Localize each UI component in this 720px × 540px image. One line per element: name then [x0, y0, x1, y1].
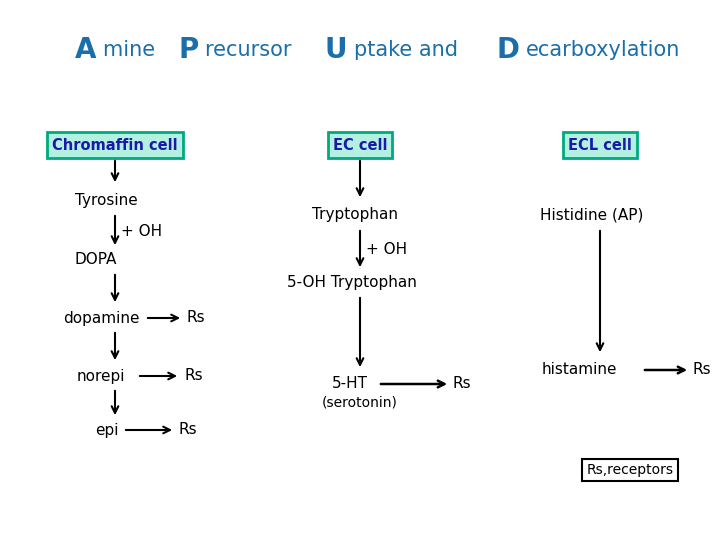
Text: Rs: Rs	[178, 422, 197, 437]
Text: ecarboxylation: ecarboxylation	[526, 40, 680, 60]
Text: Rs: Rs	[693, 362, 711, 377]
Text: Rs: Rs	[184, 368, 202, 383]
Text: A: A	[75, 36, 96, 64]
Text: Tyrosine: Tyrosine	[75, 192, 138, 207]
Text: Histidine (AP): Histidine (AP)	[540, 207, 644, 222]
Text: histamine: histamine	[542, 362, 618, 377]
Text: Chromaffin cell: Chromaffin cell	[52, 138, 178, 152]
Text: Rs,receptors: Rs,receptors	[587, 463, 673, 477]
Text: norepi: norepi	[77, 368, 125, 383]
Text: 5-HT: 5-HT	[332, 376, 368, 392]
Text: + OH: + OH	[366, 241, 407, 256]
Text: ptake and: ptake and	[354, 40, 464, 60]
Text: epi: epi	[95, 422, 119, 437]
Text: EC cell: EC cell	[333, 138, 387, 152]
Text: + OH: + OH	[121, 224, 162, 239]
Text: D: D	[497, 36, 520, 64]
Text: recursor: recursor	[204, 40, 298, 60]
Text: 5-OH Tryptophan: 5-OH Tryptophan	[287, 275, 417, 291]
Text: mine: mine	[103, 40, 161, 60]
Text: Rs: Rs	[453, 376, 472, 392]
Text: U: U	[325, 36, 347, 64]
Text: Tryptophan: Tryptophan	[312, 207, 398, 222]
Text: P: P	[179, 36, 199, 64]
Text: (serotonin): (serotonin)	[322, 396, 398, 410]
Text: Rs: Rs	[187, 310, 206, 326]
Text: DOPA: DOPA	[75, 253, 117, 267]
Text: dopamine: dopamine	[63, 310, 140, 326]
Text: ECL cell: ECL cell	[568, 138, 632, 152]
